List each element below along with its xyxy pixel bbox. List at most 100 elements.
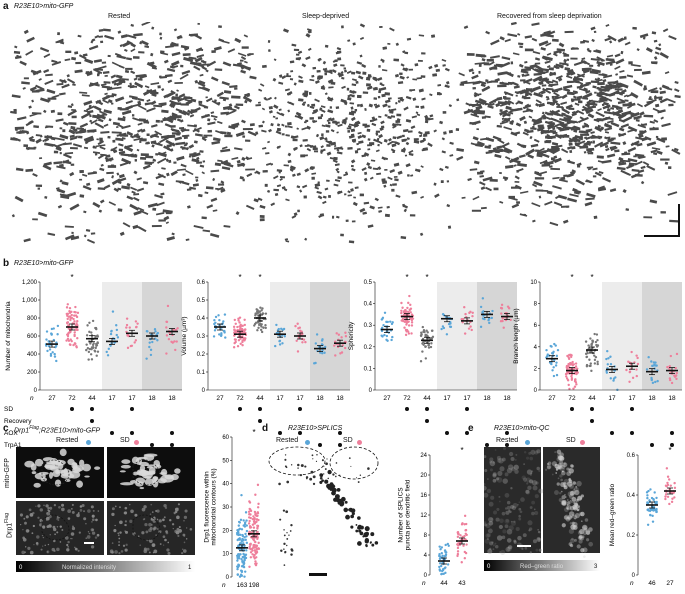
n-label: 18 bbox=[483, 395, 491, 402]
data-point bbox=[652, 364, 656, 367]
y-tick-label: 40 bbox=[222, 482, 229, 488]
data-point bbox=[651, 381, 655, 385]
data-point bbox=[248, 565, 251, 568]
data-point bbox=[596, 360, 599, 364]
data-point bbox=[673, 496, 676, 499]
data-point bbox=[175, 340, 178, 343]
data-point bbox=[652, 507, 656, 510]
y-tick-label: 0.6 bbox=[197, 280, 206, 286]
data-point bbox=[93, 349, 96, 352]
y-tick-label: 10 bbox=[530, 280, 537, 286]
y-tick-label: 2 bbox=[534, 366, 538, 372]
significance-star: * bbox=[460, 446, 463, 455]
data-point bbox=[438, 553, 441, 556]
data-point bbox=[295, 339, 298, 342]
data-point bbox=[243, 323, 247, 327]
data-point bbox=[244, 328, 247, 331]
condition-dot-sd bbox=[298, 407, 302, 411]
n-label: 17 bbox=[443, 395, 451, 402]
data-point bbox=[673, 486, 677, 490]
data-point bbox=[460, 318, 463, 321]
data-point bbox=[655, 510, 658, 514]
data-point bbox=[222, 320, 225, 323]
data-point bbox=[402, 310, 406, 313]
data-point bbox=[500, 303, 504, 307]
data-point bbox=[249, 542, 252, 546]
y-tick-label: 200 bbox=[27, 370, 38, 376]
colorbar-c-label: Normalized intensity bbox=[62, 565, 116, 571]
data-point bbox=[236, 325, 239, 329]
data-point bbox=[92, 342, 95, 345]
data-point bbox=[481, 310, 484, 314]
data-point bbox=[240, 528, 244, 531]
data-point bbox=[264, 312, 268, 315]
data-point bbox=[213, 319, 216, 322]
data-point bbox=[648, 499, 651, 502]
data-point bbox=[296, 350, 300, 353]
data-point bbox=[277, 327, 280, 331]
panel-a-title-recovered: Recovered from sleep deprivation bbox=[497, 13, 602, 20]
y-tick-label: 4 bbox=[534, 345, 538, 351]
y-tick-label: 1,200 bbox=[22, 280, 38, 286]
n-label: 44 bbox=[88, 395, 96, 402]
data-point bbox=[407, 324, 411, 327]
n-label: 163 bbox=[237, 582, 248, 589]
data-point bbox=[593, 362, 597, 365]
data-point bbox=[65, 312, 68, 316]
data-point bbox=[649, 514, 652, 517]
data-point bbox=[462, 544, 465, 547]
data-point bbox=[566, 379, 570, 382]
condition-dot-sd bbox=[90, 407, 94, 411]
condition-dot-aox bbox=[465, 431, 469, 435]
data-point bbox=[409, 303, 412, 307]
data-point bbox=[647, 355, 650, 359]
data-point bbox=[256, 526, 259, 529]
data-point bbox=[254, 540, 257, 544]
data-point bbox=[381, 335, 384, 338]
data-point bbox=[252, 546, 255, 549]
panel-e-letter: e bbox=[468, 423, 474, 434]
data-point bbox=[165, 352, 168, 355]
row-label: SD bbox=[4, 406, 13, 413]
data-point bbox=[260, 330, 264, 334]
data-point bbox=[421, 350, 424, 353]
data-point bbox=[243, 521, 247, 524]
data-point bbox=[52, 338, 56, 342]
data-point bbox=[74, 328, 77, 332]
data-point bbox=[53, 355, 57, 358]
data-point bbox=[65, 306, 69, 309]
n-row-label: n bbox=[422, 580, 426, 587]
data-point bbox=[174, 328, 178, 332]
data-point bbox=[344, 335, 348, 338]
condition-dot-sd bbox=[130, 407, 134, 411]
panel-d-genotype: R23E10>SPLICS bbox=[288, 425, 343, 432]
data-point bbox=[256, 483, 260, 487]
data-point bbox=[668, 377, 672, 380]
data-point bbox=[324, 345, 327, 349]
data-point bbox=[240, 493, 243, 497]
data-point bbox=[596, 344, 600, 347]
y-tick-label: 0 bbox=[632, 573, 636, 579]
data-point bbox=[154, 330, 157, 333]
y-tick-label: 20 bbox=[222, 528, 229, 534]
data-point bbox=[340, 336, 343, 339]
data-point bbox=[91, 319, 95, 323]
data-point bbox=[315, 333, 319, 336]
data-point bbox=[235, 554, 239, 558]
n-label: 27 bbox=[48, 395, 56, 402]
data-point bbox=[67, 315, 71, 318]
data-point bbox=[87, 350, 91, 354]
data-point bbox=[612, 379, 615, 382]
data-point bbox=[278, 343, 282, 346]
n-label: 18 bbox=[503, 395, 511, 402]
condition-dot-trpa1 bbox=[650, 443, 654, 447]
legend-dot-sd bbox=[580, 440, 585, 445]
n-label: 198 bbox=[249, 582, 260, 589]
data-point bbox=[94, 342, 98, 346]
data-point bbox=[214, 321, 217, 324]
data-point bbox=[404, 308, 407, 312]
data-point bbox=[68, 306, 72, 310]
data-point bbox=[570, 354, 573, 357]
data-point bbox=[239, 518, 243, 522]
data-point bbox=[469, 325, 472, 328]
